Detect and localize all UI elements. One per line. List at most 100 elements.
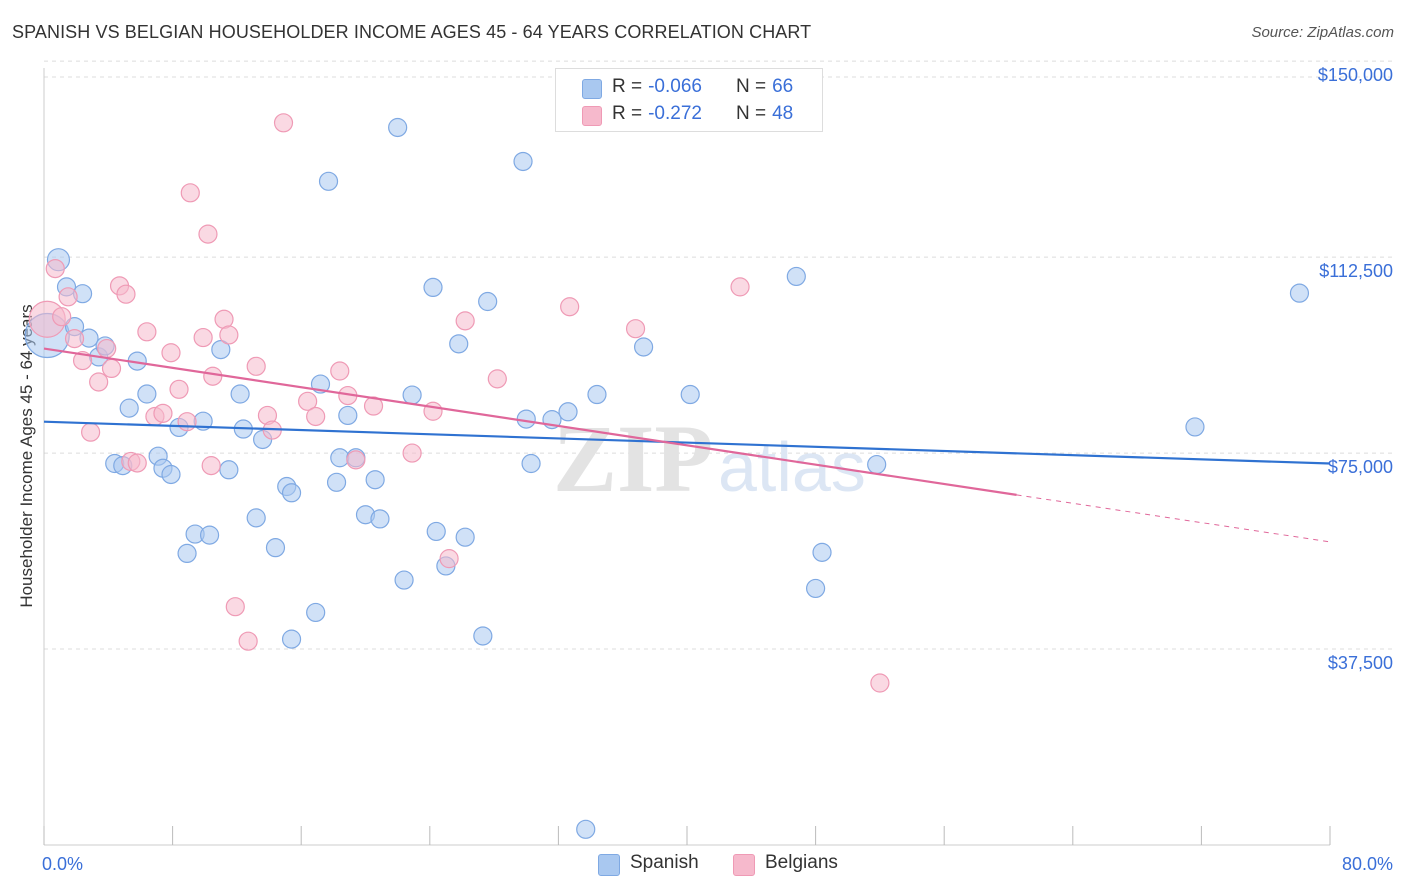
trend-line-spanish xyxy=(43,420,1331,465)
spanish-point xyxy=(1185,417,1205,437)
belgians-point xyxy=(137,322,157,342)
belgians-point xyxy=(52,307,72,327)
belgians-point xyxy=(101,358,122,379)
legend-swatch-spanish xyxy=(582,79,602,99)
spanish-point xyxy=(338,405,358,426)
spanish-point xyxy=(558,402,578,422)
legend-swatch-belgians xyxy=(733,854,755,876)
spanish-point xyxy=(455,527,475,547)
spanish-point xyxy=(119,398,139,418)
spanish-point xyxy=(177,543,197,564)
belgians-point xyxy=(169,379,189,399)
r-value-spanish: -0.066 xyxy=(648,76,702,97)
series-belgians-points xyxy=(28,113,890,693)
belgians-point xyxy=(58,287,78,307)
x-tick-label: 80.0% xyxy=(1342,854,1393,874)
belgians-point xyxy=(203,366,223,386)
y-tick-label: $75,000 xyxy=(1328,457,1393,477)
belgians-point xyxy=(64,329,85,349)
r-label: R = xyxy=(612,103,643,124)
spanish-point xyxy=(576,819,596,839)
belgians-point xyxy=(201,456,221,476)
spanish-point xyxy=(265,538,286,558)
legend-item-belgians[interactable]: Belgians xyxy=(733,852,853,876)
spanish-point xyxy=(161,464,181,485)
belgians-point xyxy=(193,327,213,348)
legend-item-spanish[interactable]: Spanish xyxy=(598,852,718,876)
spanish-point xyxy=(513,151,533,172)
belgians-point xyxy=(346,450,366,470)
spanish-point xyxy=(1289,283,1310,303)
spanish-point xyxy=(281,483,302,503)
belgians-point xyxy=(198,224,218,244)
belgians-point xyxy=(89,372,109,392)
spanish-point xyxy=(199,525,220,545)
belgians-point xyxy=(180,183,200,203)
legend-swatch-belgians xyxy=(582,106,602,126)
belgians-point xyxy=(439,549,459,569)
belgians-point xyxy=(177,412,197,432)
belgians-point xyxy=(238,631,258,651)
legend-label-belgians: Belgians xyxy=(765,852,838,873)
belgians-point xyxy=(161,343,181,363)
r-label: R = xyxy=(612,76,643,97)
belgians-point xyxy=(625,319,646,339)
spanish-point xyxy=(423,277,443,298)
belgians-point xyxy=(273,113,294,133)
spanish-point xyxy=(330,448,350,468)
legend-row-belgians: R = -0.272 N = 48 xyxy=(556,101,822,127)
spanish-point xyxy=(587,384,607,405)
n-value-spanish: 66 xyxy=(772,76,794,97)
belgians-point xyxy=(423,401,443,421)
spanish-point xyxy=(219,460,239,480)
spanish-point xyxy=(281,629,302,649)
chart-title: SPANISH VS BELGIAN HOUSEHOLDER INCOME AG… xyxy=(12,22,812,42)
trend-lines xyxy=(43,347,1331,543)
belgians-point xyxy=(560,297,580,317)
x-tick-labels: 0.0% 80.0% xyxy=(42,854,1393,874)
spanish-point xyxy=(246,508,266,528)
legend-row-spanish: R = -0.066 N = 66 xyxy=(556,74,822,100)
r-value-belgians: -0.272 xyxy=(648,103,702,124)
belgians-point xyxy=(153,403,173,423)
n-label: N = xyxy=(736,103,767,124)
belgians-point xyxy=(298,391,318,411)
belgians-point xyxy=(116,284,136,304)
spanish-point xyxy=(394,570,414,590)
belgians-point xyxy=(225,597,245,617)
spanish-point xyxy=(388,117,408,138)
belgians-point xyxy=(330,361,350,381)
belgians-point xyxy=(97,338,117,359)
y-tick-label: $37,500 xyxy=(1328,653,1393,673)
spanish-point xyxy=(137,384,157,404)
belgians-point xyxy=(45,258,65,279)
watermark-atlas: atlas xyxy=(718,428,866,506)
spanish-point xyxy=(449,334,469,354)
belgians-point xyxy=(455,311,475,331)
belgians-point xyxy=(127,453,147,473)
spanish-point xyxy=(326,472,347,492)
belgians-point xyxy=(402,443,422,463)
belgians-point xyxy=(246,356,266,376)
spanish-point xyxy=(805,578,826,599)
spanish-point xyxy=(318,171,339,191)
trend-line-belgians xyxy=(43,347,1017,496)
y-tick-label: $150,000 xyxy=(1318,65,1393,85)
spanish-point xyxy=(680,384,700,405)
legend-label-spanish: Spanish xyxy=(630,852,699,873)
y-tick-label: $112,500 xyxy=(1319,261,1393,281)
gridlines xyxy=(44,60,1395,650)
belgians-point xyxy=(730,277,750,297)
spanish-point xyxy=(306,602,326,623)
belgians-point xyxy=(306,406,326,427)
watermark-zip: ZIP xyxy=(553,405,713,512)
belgians-point xyxy=(487,369,507,389)
spanish-point xyxy=(402,385,422,405)
belgians-point xyxy=(870,673,890,693)
source-credit: Source: ZipAtlas.com xyxy=(1251,24,1394,41)
spanish-point xyxy=(365,470,385,490)
belgians-point xyxy=(81,422,101,442)
watermark: ZIP atlas xyxy=(553,405,866,512)
spanish-point xyxy=(478,291,498,312)
